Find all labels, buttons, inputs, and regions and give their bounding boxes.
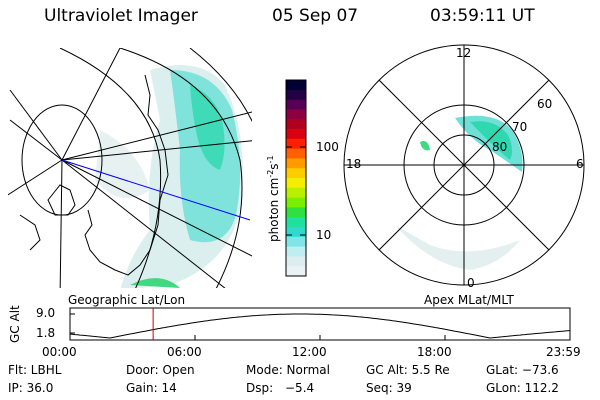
info-glon: GLon: 112.2: [486, 381, 559, 395]
geo-panel-label: Geographic Lat/Lon: [68, 293, 186, 307]
colorbar-stripe: [286, 266, 306, 277]
info-mode: Mode: Normal: [246, 363, 330, 377]
colorbar-stripe: [286, 109, 306, 120]
colorbar-stripe: [286, 197, 306, 208]
colorbar-stripe: [286, 187, 306, 199]
colorbar-stripe: [286, 256, 306, 267]
xtick-2359: 23:59: [546, 345, 581, 359]
colorbar-stripe: [286, 119, 306, 130]
altitude-plot: [69, 307, 571, 341]
colorbar-tick-10: 10: [316, 228, 332, 242]
info-glat: GLat: −73.6: [486, 363, 559, 377]
info-seq: Seq: 39: [366, 381, 412, 395]
mlt-label-0: 0: [467, 276, 475, 290]
colorbar-stripe: [286, 80, 306, 91]
colorbar-stripe: [286, 99, 306, 110]
xtick-1200: 12:00: [292, 345, 327, 359]
info-gain: Gain: 14: [126, 381, 177, 395]
altitude-ytick-1.8: 1.8: [36, 326, 56, 340]
colorbar: [285, 79, 307, 277]
colorbar-stripe: [286, 168, 306, 179]
colorbar-tick-100: 100: [316, 140, 339, 154]
colorbar-stripe: [286, 158, 306, 169]
polar-map-panel: [395, 115, 523, 270]
date: 05 Sep 07: [272, 6, 359, 26]
colorbar-stripe: [286, 148, 306, 159]
lat-label-60: 60: [537, 97, 553, 111]
geographic-map-panel: [8, 48, 252, 288]
mlt-label-12: 12: [456, 46, 472, 60]
xtick-0600: 06:00: [167, 345, 202, 359]
colorbar-stripe: [286, 227, 306, 238]
xtick-1800: 18:00: [417, 345, 452, 359]
info-gc-alt: GC Alt: 5.5 Re: [366, 363, 450, 377]
info-ip: IP: 36.0: [8, 381, 54, 395]
lat-label-70: 70: [512, 120, 528, 134]
colorbar-stripe: [286, 178, 306, 189]
info-dsp-value: −5.4: [285, 381, 315, 395]
title: Ultraviolet Imager: [44, 6, 198, 26]
xtick-0000: 00:00: [42, 345, 77, 359]
mlt-label-6: 6: [576, 157, 584, 171]
lat-label-80: 80: [492, 140, 508, 154]
colorbar-stripe: [286, 207, 306, 218]
time: 03:59:11 UT: [430, 6, 535, 26]
info-door: Door: Open: [126, 363, 195, 377]
info-dsp-label: Dsp:: [246, 381, 274, 395]
colorbar-unit-label: photon cm-2s-1: [266, 155, 281, 242]
polar-grid: [343, 44, 585, 286]
altitude-ytick-9: 9.0: [36, 306, 56, 320]
altitude-ylabel: GC Alt: [8, 305, 22, 343]
colorbar-stripe: [286, 89, 306, 101]
colorbar-stripe: [286, 138, 306, 150]
colorbar-stripe: [286, 217, 306, 228]
colorbar-stripe: [286, 246, 306, 257]
colorbar-stripe: [286, 236, 306, 248]
info-filter: Flt: LBHL: [8, 363, 62, 377]
colorbar-stripe: [286, 129, 306, 140]
polar-panel-label: Apex MLat/MLT: [424, 293, 514, 307]
mlt-label-18: 18: [346, 157, 362, 171]
